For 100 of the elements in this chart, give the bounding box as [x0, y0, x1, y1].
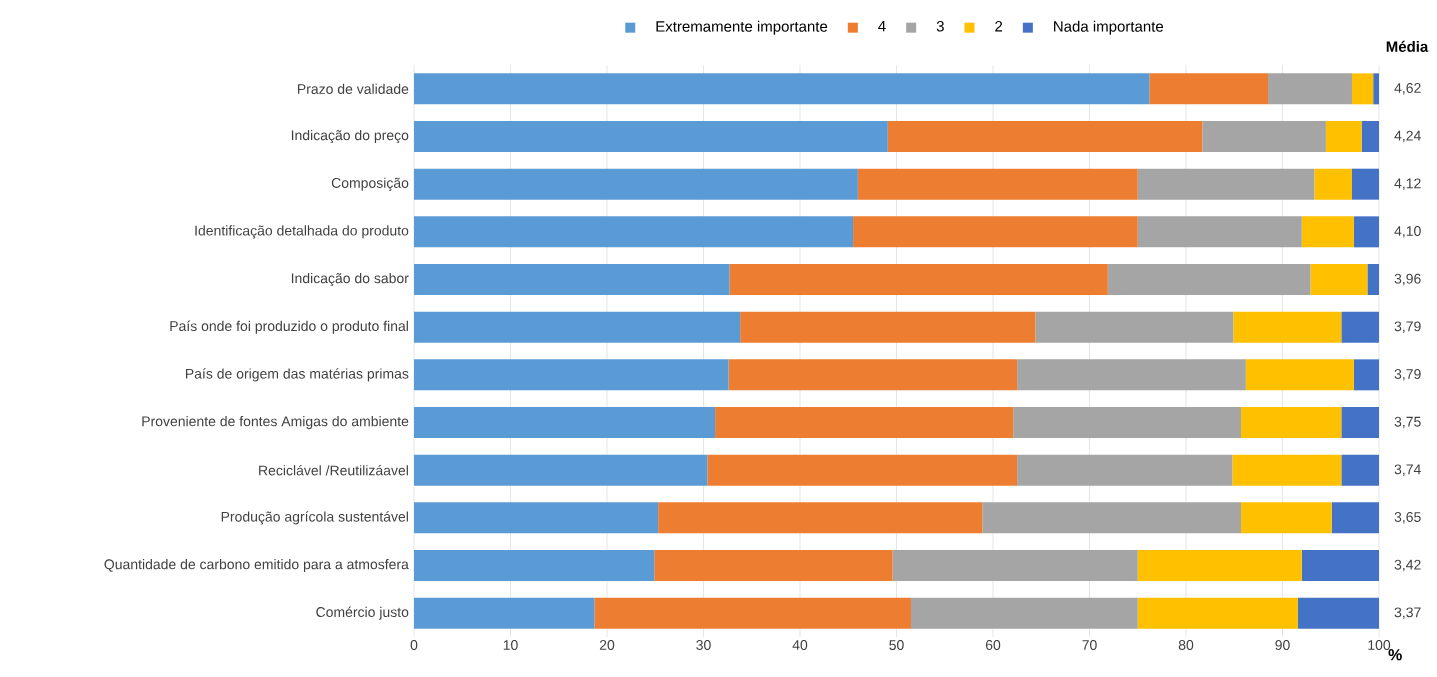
text: 4,24 [1394, 130, 1421, 143]
text: 3,37 [1394, 607, 1421, 619]
bar [1233, 311, 1342, 343]
bar [1137, 216, 1302, 248]
x-axis-title: % [1388, 649, 1402, 661]
text: 3,65 [1394, 512, 1421, 524]
bar [414, 407, 716, 438]
bar [1137, 597, 1298, 629]
text: Média [1386, 40, 1429, 52]
bar [1137, 550, 1302, 581]
bar [414, 502, 659, 534]
bar [1241, 502, 1332, 534]
bar [414, 168, 858, 200]
y-tick-label: Comércio justo [316, 606, 409, 620]
bar [1331, 502, 1379, 534]
bar [1301, 550, 1379, 581]
text: 3,96 [1394, 273, 1421, 286]
bar [1297, 597, 1379, 629]
bar [892, 550, 1138, 581]
bar [414, 454, 708, 486]
bar [982, 502, 1242, 534]
y-tick-label: Produção agrícola sustentável [221, 511, 408, 525]
bar [1137, 168, 1315, 200]
bar [414, 597, 595, 629]
bar [1341, 407, 1379, 438]
bar [1351, 168, 1379, 200]
text: 3,79 [1394, 369, 1421, 381]
bar [658, 502, 983, 534]
x-tick-label: 50 [889, 640, 904, 650]
text: 3,42 [1394, 559, 1421, 572]
bar [1241, 407, 1342, 438]
x-tick-label: 70 [1082, 640, 1097, 650]
bar [853, 216, 1138, 248]
bar [1373, 73, 1379, 105]
y-tick-label: Quantidade de carbono emitido para a atmosfera [104, 558, 409, 573]
bar [1353, 216, 1379, 248]
bar [1351, 73, 1374, 105]
bar [1245, 359, 1354, 391]
bar [707, 454, 1018, 486]
legend-label: 2 [995, 20, 1003, 32]
bar [1341, 311, 1379, 343]
bar [414, 216, 854, 248]
x-tick-label: 90 [1275, 640, 1290, 650]
bar [414, 121, 888, 152]
text: 4,12 [1394, 178, 1421, 190]
bar [1107, 264, 1311, 295]
y-tick-label: Indicação do preço [291, 129, 409, 144]
bar [1202, 121, 1326, 152]
x-tick-label: 0 [410, 640, 418, 650]
legend-label: Extremamente importante [656, 20, 828, 35]
bar [1314, 168, 1352, 200]
bar [1149, 73, 1269, 105]
text: 3,79 [1394, 321, 1421, 333]
bar [414, 73, 1150, 105]
bar [414, 311, 741, 343]
bar [715, 407, 1014, 438]
text: 3,74 [1394, 464, 1421, 476]
x-tick-label: 80 [1178, 640, 1194, 650]
bar [1017, 454, 1233, 486]
text: 4,62 [1394, 83, 1421, 95]
bar [728, 359, 1018, 391]
bar [1361, 121, 1379, 152]
x-tick-label: 40 [792, 640, 808, 650]
bar [414, 359, 729, 391]
text: 3,75 [1394, 416, 1421, 429]
y-tick-label: País onde foi produzido o produto final [170, 320, 408, 334]
bar [1035, 311, 1234, 343]
bar [729, 264, 1108, 295]
legend-label: 4 [878, 21, 886, 32]
text: 4,10 [1394, 226, 1421, 238]
bar [414, 550, 655, 581]
x-tick-label: 60 [985, 640, 1001, 650]
x-tick-label: 10 [503, 640, 518, 650]
bar [1013, 407, 1242, 438]
y-tick-label: País de origem das matérias primas [186, 368, 409, 382]
bar [1310, 264, 1368, 295]
y-tick-label: Reciclável /Reutilizáavel [259, 464, 408, 476]
bar [1301, 216, 1354, 248]
bar [414, 264, 730, 295]
bar [740, 311, 1036, 343]
bar [1367, 264, 1379, 295]
bar [857, 168, 1138, 200]
bar [1325, 121, 1362, 152]
bar [1017, 359, 1246, 391]
bar [654, 550, 893, 581]
y-tick-label: Identificação detalhada do produto [195, 225, 409, 239]
y-tick-label: Prazo de validade [298, 83, 409, 94]
bar [594, 597, 911, 629]
x-tick-label: 30 [696, 640, 711, 650]
x-tick-label: 100 [1368, 640, 1391, 650]
x-tick-label: 20 [599, 640, 615, 650]
bar [1232, 454, 1342, 486]
bar [887, 121, 1203, 152]
bar [1341, 454, 1379, 486]
y-tick-label: Proveniente de fontes Amigas do ambiente [142, 415, 409, 430]
y-tick-label: Indicação do sabor [291, 272, 409, 287]
bar [910, 597, 1138, 629]
bar [1268, 73, 1352, 105]
bar [1353, 359, 1379, 391]
y-tick-label: Composição [331, 177, 409, 191]
